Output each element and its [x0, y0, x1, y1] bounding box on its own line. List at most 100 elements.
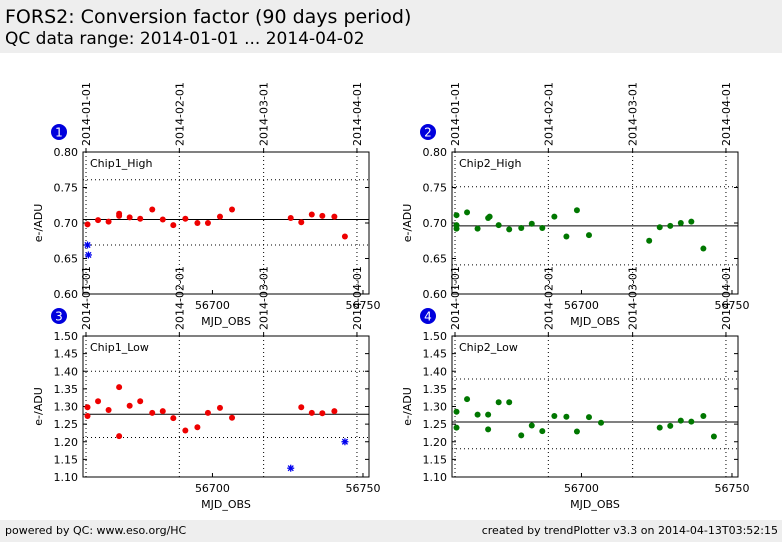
data-point [216, 404, 223, 411]
data-point [528, 220, 535, 227]
data-point [656, 224, 663, 231]
data-point [298, 219, 305, 226]
data-point [116, 384, 123, 391]
y-tick-label: 1.50 [423, 330, 448, 343]
data-point [464, 396, 471, 403]
x-axis-label: MJD_OBS [201, 315, 251, 328]
x-tick-label: 56750 [345, 482, 380, 495]
y-tick-label: 0.75 [423, 182, 448, 195]
y-tick-label: 0.80 [423, 146, 448, 159]
data-point [105, 218, 112, 225]
outlier-stroke [341, 438, 349, 445]
data-point [528, 422, 535, 429]
data-point [229, 206, 236, 213]
panel-badge-number: 4 [424, 310, 432, 324]
plot-area: 2014-01-01 2014-02-01 2014-03-01 2014-04-01… [32, 82, 749, 511]
data-point [216, 213, 223, 220]
date-tick-label: 2014-01-01 [449, 266, 462, 330]
data-point [95, 398, 102, 405]
data-point [84, 404, 91, 411]
data-point [453, 225, 460, 232]
y-axis-label: e-/ADU [401, 204, 414, 243]
data-point [84, 413, 91, 420]
data-point [341, 233, 348, 240]
y-tick-label: 1.25 [54, 418, 79, 431]
data-point [486, 213, 493, 220]
data-point [308, 211, 315, 218]
plot-frame [82, 151, 370, 295]
data-point [159, 408, 166, 415]
plot-frame [451, 151, 739, 295]
data-point [298, 404, 305, 411]
data-point [485, 426, 492, 433]
outlier-stroke [84, 241, 91, 249]
y-axis-label: e-/ADU [401, 387, 414, 426]
data-point [495, 399, 502, 406]
data-point [518, 224, 525, 231]
y-tick-label: 1.50 [54, 330, 79, 343]
data-point [573, 207, 580, 214]
x-axis-label: MJD_OBS [570, 498, 620, 511]
x-axis-label: MJD_OBS [570, 315, 620, 328]
y-tick-label: 0.80 [54, 146, 79, 159]
x-tick-label: 56700 [195, 482, 230, 495]
y-tick-label: 0.60 [423, 288, 448, 301]
data-point [563, 233, 570, 240]
data-point [105, 407, 112, 414]
panel-badge [51, 124, 67, 140]
chart-panel-1: 2014-01-01 2014-02-01 2014-03-01 2014-04-01… [32, 82, 380, 328]
data-point [700, 413, 707, 420]
data-point [585, 414, 592, 421]
data-point [656, 424, 663, 431]
y-tick-label: 1.45 [423, 348, 448, 361]
y-tick-label: 1.40 [54, 365, 79, 378]
panel-label: Chip2_Low [459, 341, 518, 354]
y-tick-label: 1.25 [423, 418, 448, 431]
panel-badge-number: 2 [424, 126, 432, 140]
data-point [710, 433, 717, 440]
data-point [573, 428, 580, 435]
data-point [182, 427, 189, 434]
data-point [116, 433, 123, 440]
data-point [229, 414, 236, 421]
date-tick-label: 2014-01-01 [80, 266, 93, 330]
y-tick-label: 1.45 [54, 348, 79, 361]
data-point [688, 218, 695, 225]
x-axis-label: MJD_OBS [201, 498, 251, 511]
data-point [667, 222, 674, 229]
data-point [287, 215, 294, 222]
date-tick-label: 2014-02-01 [173, 82, 186, 146]
y-tick-label: 1.10 [423, 471, 448, 484]
date-tick-label: 2014-01-01 [80, 82, 93, 146]
data-point [204, 409, 211, 416]
outlier-marker [341, 438, 349, 446]
panel-badge-number: 1 [55, 126, 63, 140]
data-point [204, 220, 211, 226]
data-point [506, 226, 513, 233]
data-point [331, 213, 338, 220]
data-point [453, 424, 460, 431]
y-tick-label: 1.20 [54, 436, 79, 449]
data-point [126, 402, 133, 409]
x-tick-label: 56750 [714, 482, 749, 495]
page-title: FORS2: Conversion factor (90 days period… [5, 6, 412, 28]
plot-frame [451, 335, 739, 478]
data-point [495, 222, 502, 229]
y-tick-label: 1.20 [423, 436, 448, 449]
date-tick-label: 2014-04-01 [351, 82, 364, 146]
data-point [137, 398, 144, 405]
data-point [159, 216, 166, 223]
data-point [474, 411, 481, 418]
date-tick-label: 2014-03-01 [627, 266, 640, 330]
data-point [485, 411, 492, 418]
y-tick-label: 1.10 [54, 471, 79, 484]
data-point [319, 410, 326, 417]
y-tick-label: 1.30 [54, 401, 79, 414]
data-point [474, 225, 481, 232]
date-tick-label: 2014-03-01 [258, 82, 271, 146]
data-point [137, 215, 144, 222]
data-point [563, 413, 570, 420]
data-point [149, 409, 156, 416]
x-tick-label: 56700 [195, 299, 230, 312]
y-tick-label: 0.65 [54, 253, 79, 266]
